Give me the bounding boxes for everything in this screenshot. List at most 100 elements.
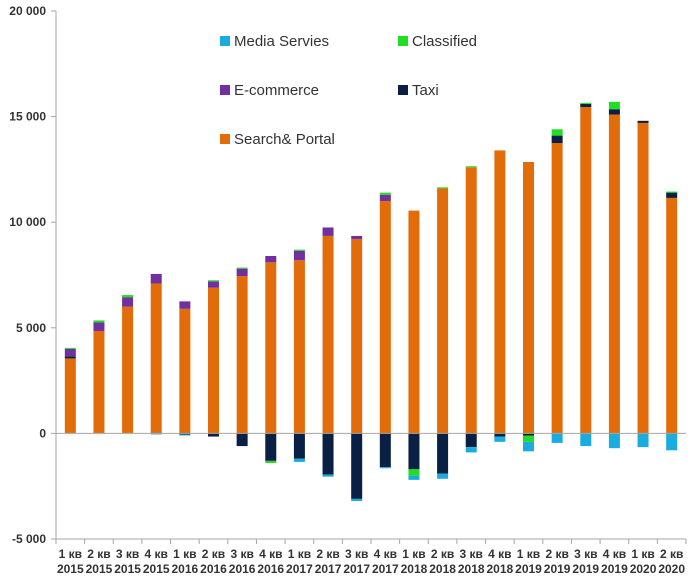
y-tick-label: 20 000 xyxy=(9,4,46,18)
bar-segment-search-portal xyxy=(265,262,277,434)
bar-segment-media-servies xyxy=(551,433,563,443)
bar-segment-e-commerce xyxy=(122,297,134,307)
x-tick-label: 1 кв 2020 xyxy=(630,547,657,576)
bar-segment-e-commerce xyxy=(265,255,277,263)
bar-segment-taxi xyxy=(666,192,678,198)
x-tick-label: 1 кв 2019 xyxy=(515,547,542,576)
legend-swatch xyxy=(398,85,408,95)
bar-segment-search-portal xyxy=(379,201,391,434)
bar-segment-search-portal xyxy=(580,107,592,434)
legend-label: Search& Portal xyxy=(234,131,335,148)
bar-segment-search-portal xyxy=(179,308,191,434)
bar-segment-search-portal xyxy=(351,239,363,434)
bar-segment-classified xyxy=(265,460,277,463)
bar-segment-taxi xyxy=(523,433,534,436)
y-tick-label: -5 000 xyxy=(12,532,46,546)
bar-segment-media-servies xyxy=(351,498,363,501)
bar-segment-taxi xyxy=(322,433,334,475)
x-tick-label: 1 кв 2017 xyxy=(286,547,313,576)
bar-segment-taxi xyxy=(64,356,76,359)
x-tick-label: 3 кв 2017 xyxy=(343,547,370,576)
bar-segment-media-servies xyxy=(608,433,620,449)
bar-segment-search-portal xyxy=(208,287,219,434)
bar-segment-taxi xyxy=(208,433,219,437)
legend-swatch xyxy=(220,85,230,95)
bar-segment-taxi xyxy=(637,120,649,123)
bar-segment-taxi xyxy=(580,103,592,108)
x-tick-label: 1 кв 2016 xyxy=(172,547,199,576)
bar-segment-search-portal xyxy=(494,150,506,434)
x-tick-label: 2 кв 2016 xyxy=(200,547,227,576)
bar-segment-media-servies xyxy=(293,458,305,462)
chart-legend: Media Servies Classified E-commerce Taxi Sea… xyxy=(220,33,477,148)
bar-segment-classified xyxy=(64,347,76,349)
x-tick-label: 4 кв 2016 xyxy=(257,547,284,576)
bar-segment-media-servies xyxy=(437,473,449,479)
x-tick-label: 3 кв 2018 xyxy=(458,547,485,576)
x-tick-label: 3 кв 2016 xyxy=(229,547,256,576)
bar-segment-taxi xyxy=(408,433,420,470)
bar-segment-taxi xyxy=(236,433,248,447)
bar-segment-e-commerce xyxy=(64,348,76,357)
bar-segment-media-servies xyxy=(523,441,534,452)
legend-swatch xyxy=(398,36,408,46)
bar-segment-e-commerce xyxy=(150,273,162,284)
bar-segment-search-portal xyxy=(408,210,420,434)
x-tick-label: 2 кв 2020 xyxy=(658,547,685,576)
x-tick-label: 4 кв 2018 xyxy=(487,547,514,576)
y-axis: -5 000 0 5 000 10 000 15 000 20 000 xyxy=(9,4,57,546)
bar-segment-taxi xyxy=(465,433,477,448)
bar-segment-classified xyxy=(208,280,219,282)
x-tick-label: 3 кв 2019 xyxy=(572,547,599,576)
legend-swatch xyxy=(220,36,230,46)
bar-segment-search-portal xyxy=(122,306,134,434)
x-tick-label: 2 кв 2019 xyxy=(544,547,571,576)
bar-segment-search-portal xyxy=(437,188,449,434)
bar-segment-e-commerce xyxy=(236,268,248,277)
bar-segment-classified xyxy=(293,249,305,251)
bar-segment-media-servies xyxy=(637,433,649,448)
x-tick-label: 2 кв 2015 xyxy=(86,547,113,576)
y-tick-label: 10 000 xyxy=(9,215,46,229)
bar-segment-media-servies xyxy=(465,447,477,453)
bar-segment-search-portal xyxy=(293,260,305,434)
bar-segment-classified xyxy=(236,267,248,269)
y-tick-label: 0 xyxy=(39,426,46,440)
bar-segment-media-servies xyxy=(666,433,678,451)
y-tick-label: 15 000 xyxy=(9,110,46,124)
bar-segment-media-servies xyxy=(494,436,506,442)
bar-segment-media-servies xyxy=(179,434,191,436)
bar-segment-classified xyxy=(580,102,592,104)
bar-segment-taxi xyxy=(551,135,563,143)
bar-segment-e-commerce xyxy=(179,301,191,309)
x-tick-label: 1 кв 2015 xyxy=(57,547,84,576)
bar-segment-search-portal xyxy=(551,143,563,434)
bar-segment-media-servies xyxy=(580,433,592,447)
bar-segment-media-servies xyxy=(322,474,334,477)
bar-segment-e-commerce xyxy=(93,322,105,331)
bar-segment-search-portal xyxy=(608,114,620,434)
legend-swatch xyxy=(220,134,230,144)
bar-segment-search-portal xyxy=(150,283,162,434)
legend-label: Taxi xyxy=(412,82,439,99)
bar-segment-e-commerce xyxy=(322,227,334,236)
bar-segment-media-servies xyxy=(150,433,162,435)
bar-segment-search-portal xyxy=(322,235,334,434)
bar-segment-media-servies xyxy=(408,475,420,480)
bar-segment-taxi xyxy=(379,433,391,468)
bar-segment-taxi xyxy=(494,433,506,437)
bar-segment-classified xyxy=(437,187,449,189)
x-tick-label: 1 кв 2018 xyxy=(401,547,428,576)
bar-segment-taxi xyxy=(293,433,305,459)
legend-label: Classified xyxy=(412,33,477,50)
x-tick-label: 2 кв 2018 xyxy=(429,547,456,576)
bar-segment-search-portal xyxy=(236,276,248,434)
x-tick-label: 4 кв 2015 xyxy=(143,547,170,576)
bar-segment-search-portal xyxy=(93,330,105,434)
bar-segment-classified xyxy=(379,192,391,195)
bar-segment-classified xyxy=(551,129,563,136)
bar-segment-search-portal xyxy=(523,162,534,434)
bar-segment-search-portal xyxy=(64,358,76,434)
